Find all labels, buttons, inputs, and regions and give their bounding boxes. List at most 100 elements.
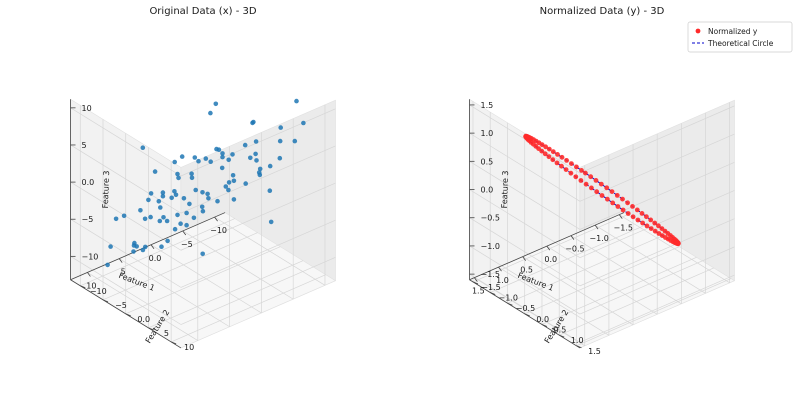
scatter-point — [189, 171, 194, 176]
y-tick — [559, 334, 565, 338]
scatter-point — [294, 98, 299, 104]
scatter-point — [200, 251, 205, 257]
normalized-point — [550, 157, 556, 163]
scatter-point — [179, 154, 185, 159]
scatter-point — [254, 158, 259, 163]
scatter-point — [146, 197, 151, 203]
x-tick — [594, 224, 599, 230]
scatter-point — [192, 155, 198, 160]
normalized-point — [604, 185, 610, 191]
x-tick — [118, 258, 123, 263]
scatter-point — [220, 151, 225, 156]
z-tick-label: 5 — [82, 141, 87, 150]
normalized-point — [588, 174, 594, 180]
scatter-point — [108, 244, 113, 249]
normalized-point — [599, 193, 605, 198]
legend-label-normalized: Normalized y — [708, 27, 758, 36]
scatter-point — [278, 125, 284, 130]
x-tick — [214, 216, 218, 222]
scatter-point — [140, 247, 146, 253]
scatter-point — [200, 190, 205, 195]
z-axis-label: Feature 3 — [101, 170, 111, 208]
scatter-point — [219, 165, 225, 171]
z-axis-label: Feature 3 — [500, 170, 510, 208]
normalized-point — [635, 217, 641, 223]
z-tick-label: 1.0 — [481, 129, 494, 138]
scatter-point — [184, 222, 189, 228]
scatter-point — [213, 101, 219, 107]
y-tick — [125, 313, 131, 317]
y-tick-label: −1.0 — [499, 294, 518, 303]
grid-y-floor — [576, 278, 732, 347]
normalized-point — [563, 167, 569, 173]
scatter-point — [215, 198, 220, 204]
grid-y-floor — [524, 246, 680, 315]
grid-y-floor — [559, 267, 714, 336]
scatter-point — [189, 175, 195, 181]
chart-title: Original Data (x) - 3D — [149, 6, 256, 17]
legend-box — [687, 21, 793, 53]
scatter-point — [184, 210, 189, 216]
normalized-point — [569, 161, 574, 167]
grid-z-left — [579, 161, 735, 230]
x-tick — [474, 277, 478, 282]
z-tick-label: −0.5 — [481, 214, 500, 223]
scatter-point — [268, 219, 274, 225]
legend-label-circle: Theoretical Circle — [707, 39, 774, 48]
scatter-point — [226, 157, 231, 163]
normalized-point — [555, 152, 560, 157]
y-tick-label: −0.5 — [516, 304, 535, 313]
scatter-point — [231, 197, 237, 202]
normalized-point — [648, 226, 654, 232]
x-tick-label: −0.5 — [565, 245, 584, 254]
grid-z-right — [469, 245, 581, 315]
scatter-point — [169, 195, 174, 201]
grid-z-left — [180, 145, 336, 214]
normalized-point — [620, 207, 626, 213]
grid-z-left — [579, 246, 735, 315]
scatter-point — [148, 214, 153, 220]
normalized-point — [578, 178, 584, 183]
scatter-point — [134, 244, 139, 249]
scatter-point — [181, 196, 187, 201]
x-tick-label: 0.5 — [520, 266, 533, 275]
y-tick-label: −10 — [90, 287, 107, 296]
y-tick — [148, 327, 154, 331]
scatter-point — [165, 238, 170, 244]
scatter-point — [196, 158, 201, 164]
y-tick — [524, 313, 530, 317]
normalized-point — [620, 196, 625, 202]
scatter-point — [199, 204, 205, 210]
y-tick — [80, 285, 86, 289]
x-axis-line — [70, 212, 226, 281]
normalized-point — [583, 170, 588, 176]
normalized-point — [579, 168, 584, 173]
normalized-point — [554, 160, 560, 166]
grid-z-right — [469, 189, 581, 258]
normalized-point — [573, 174, 579, 180]
normalized-point — [656, 223, 661, 229]
z-tick-label: 0.0 — [82, 178, 95, 187]
normalized-point — [559, 163, 564, 169]
y-tick — [170, 341, 177, 345]
scatter-point — [230, 152, 235, 157]
normalized-point — [609, 189, 615, 195]
x-tick-label: −1.5 — [614, 224, 633, 233]
scatter-point — [214, 146, 219, 152]
normalized-point — [614, 193, 620, 198]
legend-marker-normalized — [695, 28, 701, 34]
scatter-point — [203, 156, 209, 161]
scatter-point — [242, 142, 248, 148]
normalized-point — [583, 181, 589, 187]
normalized-point — [644, 214, 649, 220]
x-tick — [618, 214, 623, 219]
grid-z-right — [469, 161, 581, 230]
normalized-point — [640, 220, 645, 226]
scatter-point — [208, 159, 213, 164]
grid-y-floor — [148, 260, 304, 329]
scatter-point — [267, 188, 273, 193]
x-tick-label: −5 — [181, 240, 193, 249]
scatter-point — [143, 244, 148, 250]
scatter-point — [157, 218, 163, 224]
